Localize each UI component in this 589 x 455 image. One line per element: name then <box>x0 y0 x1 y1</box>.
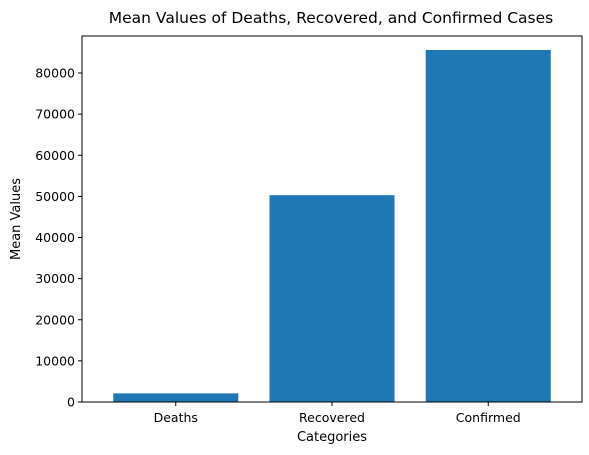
chart-title: Mean Values of Deaths, Recovered, and Co… <box>109 9 553 27</box>
y-tick-label: 30000 <box>35 271 75 286</box>
y-tick-label: 20000 <box>35 312 75 327</box>
bars-group <box>113 49 551 402</box>
y-tick-label: 60000 <box>35 148 75 163</box>
x-axis-ticks: Deaths Recovered Confirmed <box>154 402 521 425</box>
plot-frame <box>81 35 583 403</box>
y-tick-label: 80000 <box>35 66 75 81</box>
x-axis-label: Categories <box>297 430 367 445</box>
bar-confirmed <box>425 49 551 402</box>
x-tick-label: Deaths <box>154 410 198 425</box>
x-tick-label: Recovered <box>299 410 365 425</box>
bar-recovered <box>269 195 395 402</box>
y-axis-label: Mean Values <box>9 178 24 260</box>
y-tick-label: 50000 <box>35 189 75 204</box>
y-tick-label: 40000 <box>35 230 75 245</box>
bar-deaths <box>113 393 239 402</box>
x-tick-label: Confirmed <box>456 410 521 425</box>
y-tick-label: 70000 <box>35 107 75 122</box>
y-tick-label: 0 <box>67 395 75 410</box>
y-axis-ticks: 0 10000 20000 30000 40000 50000 60000 70000 8000… <box>35 66 82 410</box>
y-tick-label: 10000 <box>35 353 75 368</box>
